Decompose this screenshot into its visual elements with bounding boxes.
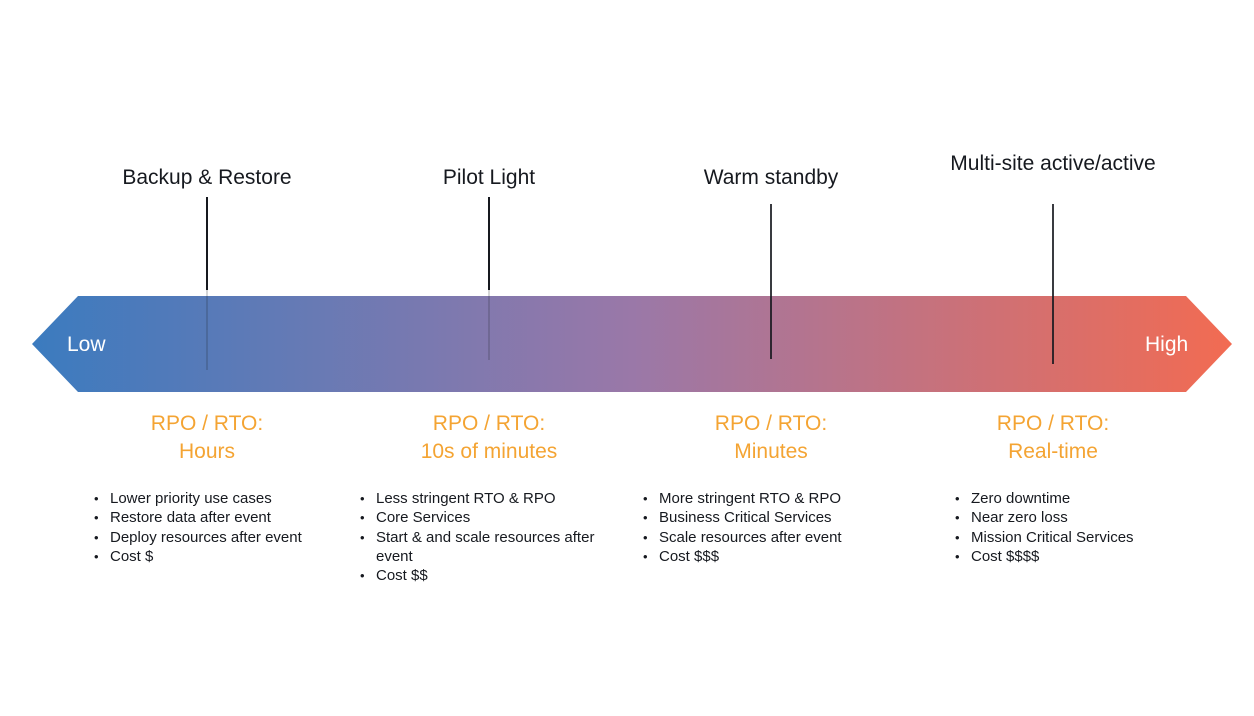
list-item: Zero downtime [954, 489, 1194, 509]
rpo-rto-label: RPO / RTO: [150, 412, 264, 435]
list-item: Cost $$$$ [954, 547, 1194, 567]
strategy-title-warm-standby: Warm standby [703, 166, 839, 189]
list-item: Start & and scale resources after event [359, 528, 621, 567]
bullet-list-pilot-light: Less stringent RTO & RPO Core Services S… [359, 489, 621, 586]
bullet-list-multi-site: Zero downtime Near zero loss Mission Cri… [954, 489, 1194, 566]
strategy-title-pilot-light: Pilot Light [442, 166, 536, 189]
strategy-tick-backup-restore [206, 197, 208, 290]
scale-arrow-body [32, 296, 1232, 392]
strategy-title-multi-site: Multi-site active/active [950, 152, 1156, 175]
rpo-rto-warm-standby: RPO / RTO: Minutes [651, 410, 891, 466]
list-item: Near zero loss [954, 508, 1194, 528]
rpo-rto-multi-site: RPO / RTO: Real-time [933, 410, 1173, 466]
strategy-tick-warm-standby [770, 204, 772, 359]
rpo-rto-label: RPO / RTO: [432, 412, 546, 435]
list-item: Cost $$ [359, 566, 621, 586]
strategy-tick-shadow-backup-restore [206, 290, 208, 370]
rpo-rto-backup-restore: RPO / RTO: Hours [87, 410, 327, 466]
strategy-tick-pilot-light [488, 197, 490, 290]
rpo-rto-label: RPO / RTO: [996, 412, 1110, 435]
rpo-rto-pilot-light: RPO / RTO: 10s of minutes [369, 410, 609, 466]
rpo-rto-label: RPO / RTO: [714, 412, 828, 435]
list-item: More stringent RTO & RPO [642, 489, 882, 509]
bullet-list-backup-restore: Lower priority use cases Restore data af… [93, 489, 333, 566]
list-item: Deploy resources after event [93, 528, 333, 548]
list-item: Cost $ [93, 547, 333, 567]
list-item: Core Services [359, 508, 621, 528]
rpo-rto-value: 10s of minutes [420, 440, 558, 463]
strategy-tick-multi-site [1052, 204, 1054, 364]
list-item: Lower priority use cases [93, 489, 333, 509]
high-label: High [1145, 333, 1189, 356]
list-item: Cost $$$ [642, 547, 882, 567]
list-item: Less stringent RTO & RPO [359, 489, 621, 509]
list-item: Business Critical Services [642, 508, 882, 528]
bullet-list-warm-standby: More stringent RTO & RPO Business Critic… [642, 489, 882, 566]
strategy-tick-shadow-pilot-light [488, 290, 490, 360]
rpo-rto-value: Hours [178, 440, 236, 463]
list-item: Restore data after event [93, 508, 333, 528]
low-label: Low [67, 333, 106, 356]
list-item: Mission Critical Services [954, 528, 1194, 548]
rpo-rto-value: Real-time [1008, 440, 1098, 463]
strategy-title-backup-restore: Backup & Restore [122, 166, 292, 189]
list-item: Scale resources after event [642, 528, 882, 548]
rpo-rto-value: Minutes [734, 440, 808, 463]
